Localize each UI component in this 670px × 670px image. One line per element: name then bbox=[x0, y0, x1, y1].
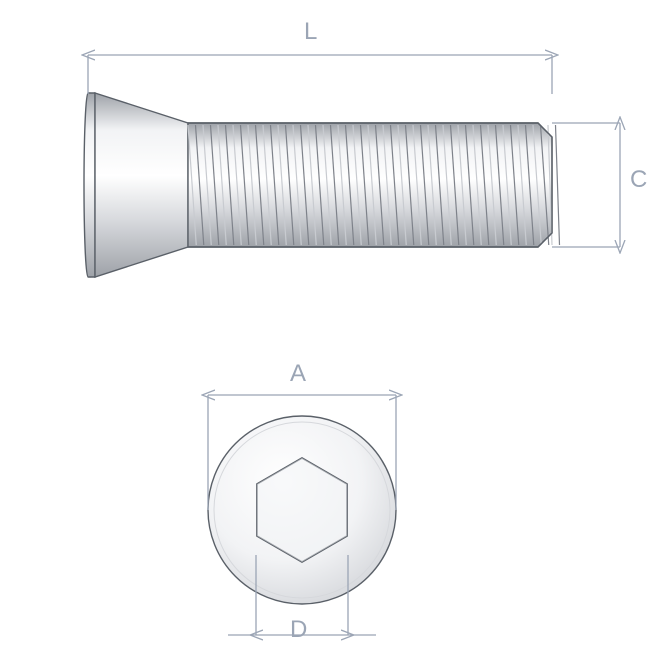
diagram-canvas: L C A D bbox=[0, 0, 670, 670]
screw-side-view bbox=[84, 93, 559, 277]
diagram-svg bbox=[0, 0, 670, 670]
screw-end-view bbox=[208, 416, 396, 604]
